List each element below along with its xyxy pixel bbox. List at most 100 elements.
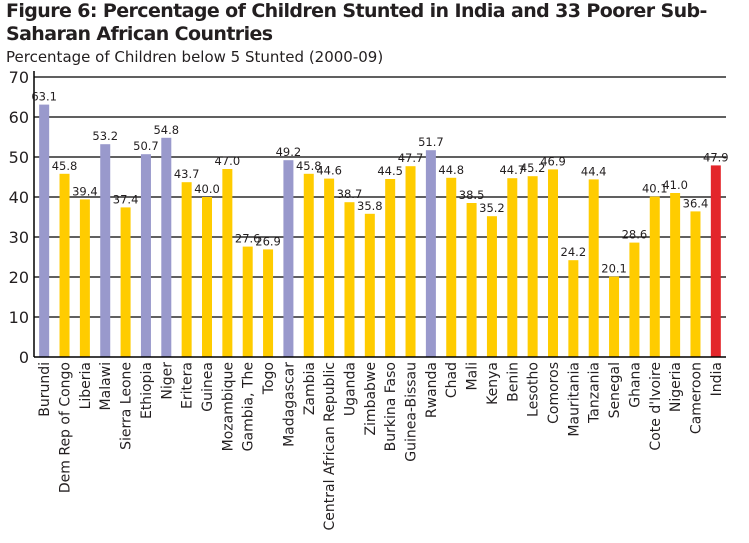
bar xyxy=(568,260,579,357)
bar xyxy=(446,177,457,357)
x-tick-label: Togo xyxy=(261,362,277,395)
bar xyxy=(670,193,681,357)
x-tick-label: Burundi xyxy=(37,362,53,417)
y-tick-label: 70 xyxy=(9,68,29,87)
x-tick-label: Rwanda xyxy=(424,362,440,418)
data-label: 63.1 xyxy=(31,90,57,104)
y-tick-label: 10 xyxy=(9,308,29,327)
data-label: 39.4 xyxy=(72,184,98,198)
bar xyxy=(202,197,212,357)
data-label: 27.6 xyxy=(235,232,261,246)
y-tick-label: 30 xyxy=(9,228,29,247)
chart-subtitle: Percentage of Children below 5 Stunted (… xyxy=(6,48,384,66)
x-tick-label: Senegal xyxy=(607,362,623,418)
bar xyxy=(39,104,50,357)
bars xyxy=(39,104,721,357)
data-label: 45.8 xyxy=(296,159,322,173)
bar xyxy=(466,203,477,357)
axes xyxy=(33,71,726,358)
data-label: 36.4 xyxy=(683,196,709,210)
bar xyxy=(364,213,375,357)
data-label: 26.9 xyxy=(255,234,281,248)
data-label: 47.9 xyxy=(703,150,729,164)
x-tick-label: Burkina Faso xyxy=(383,362,399,451)
data-label: 44.7 xyxy=(499,163,525,177)
x-tick-label: Cote d'Ivoire xyxy=(648,362,664,451)
data-label: 53.2 xyxy=(92,129,118,143)
x-tick-label: Ethiopia xyxy=(139,362,155,419)
bar xyxy=(710,165,721,357)
data-label: 49.2 xyxy=(276,145,302,159)
y-tick-label: 60 xyxy=(9,108,29,127)
bar xyxy=(629,242,640,357)
y-tick-label: 0 xyxy=(19,348,29,367)
bar xyxy=(222,169,233,357)
x-tick-label: Chad xyxy=(444,362,460,398)
chart-title: Figure 6: Percentage of Children Stunted… xyxy=(6,0,707,45)
x-tick-label: Liberia xyxy=(78,362,94,409)
x-tick-label: Madagascar xyxy=(281,362,297,447)
data-label: 44.4 xyxy=(581,164,607,178)
data-label: 47.7 xyxy=(398,151,424,165)
data-label: 43.7 xyxy=(174,167,200,181)
x-tick-label: Tanzania xyxy=(587,362,603,424)
bar xyxy=(283,160,294,357)
x-tick-label: Niger xyxy=(159,362,175,400)
bar xyxy=(324,178,335,357)
y-tick-label: 40 xyxy=(9,188,29,207)
x-tick-label: Sierra Leone xyxy=(119,362,135,450)
bar xyxy=(649,196,660,357)
data-label: 47.0 xyxy=(215,154,241,168)
x-tick-label: Comoros xyxy=(546,362,562,424)
bar xyxy=(303,173,314,357)
data-label: 45.2 xyxy=(520,161,546,175)
data-label: 46.9 xyxy=(540,154,566,168)
x-tick-label: Zambia xyxy=(302,362,318,415)
data-label: 51.7 xyxy=(418,135,444,149)
data-label: 28.6 xyxy=(622,228,648,242)
x-tick-label: Kenya xyxy=(485,362,501,405)
data-label: 45.8 xyxy=(52,159,78,173)
x-tick-label: Mauritania xyxy=(566,362,582,437)
bar xyxy=(263,249,274,357)
bar xyxy=(609,276,620,357)
bar xyxy=(181,182,192,357)
bar xyxy=(385,179,396,357)
bar xyxy=(588,179,599,357)
data-label: 54.8 xyxy=(153,123,179,137)
x-tick-label: Central African Republic xyxy=(322,362,338,531)
x-tick-label: Guinea-Bissau xyxy=(404,362,420,462)
x-tick-label: Malawi xyxy=(98,362,114,410)
bar xyxy=(690,211,701,357)
x-tick-label: Mali xyxy=(465,362,481,390)
x-tick-label: Ghana xyxy=(627,362,643,408)
data-label: 38.7 xyxy=(337,187,363,201)
bar xyxy=(59,173,70,357)
y-tick-label: 20 xyxy=(9,268,29,287)
bar xyxy=(100,144,111,357)
y-tick-label: 50 xyxy=(9,148,29,167)
x-tick-label: Gambia, The xyxy=(241,362,257,451)
data-label: 40.0 xyxy=(194,182,220,196)
data-label: 20.1 xyxy=(601,262,627,276)
data-label: 38.5 xyxy=(459,188,485,202)
data-label: 37.4 xyxy=(113,192,139,206)
data-label: 44.8 xyxy=(438,163,464,177)
data-label: 41.0 xyxy=(662,178,688,192)
x-tick-label: Uganda xyxy=(342,362,358,416)
x-tick-label: Benin xyxy=(505,362,521,402)
x-tick-label: Mozambique xyxy=(220,362,236,451)
bar xyxy=(548,169,558,357)
bar xyxy=(344,202,355,357)
bar xyxy=(161,137,172,357)
bar xyxy=(140,154,151,357)
bar xyxy=(425,150,436,357)
bar xyxy=(507,178,518,357)
bar xyxy=(79,199,90,357)
data-label: 40.1 xyxy=(642,182,668,196)
data-label: 35.8 xyxy=(357,199,383,213)
bar xyxy=(405,166,416,357)
x-tick-label: India xyxy=(709,362,725,396)
